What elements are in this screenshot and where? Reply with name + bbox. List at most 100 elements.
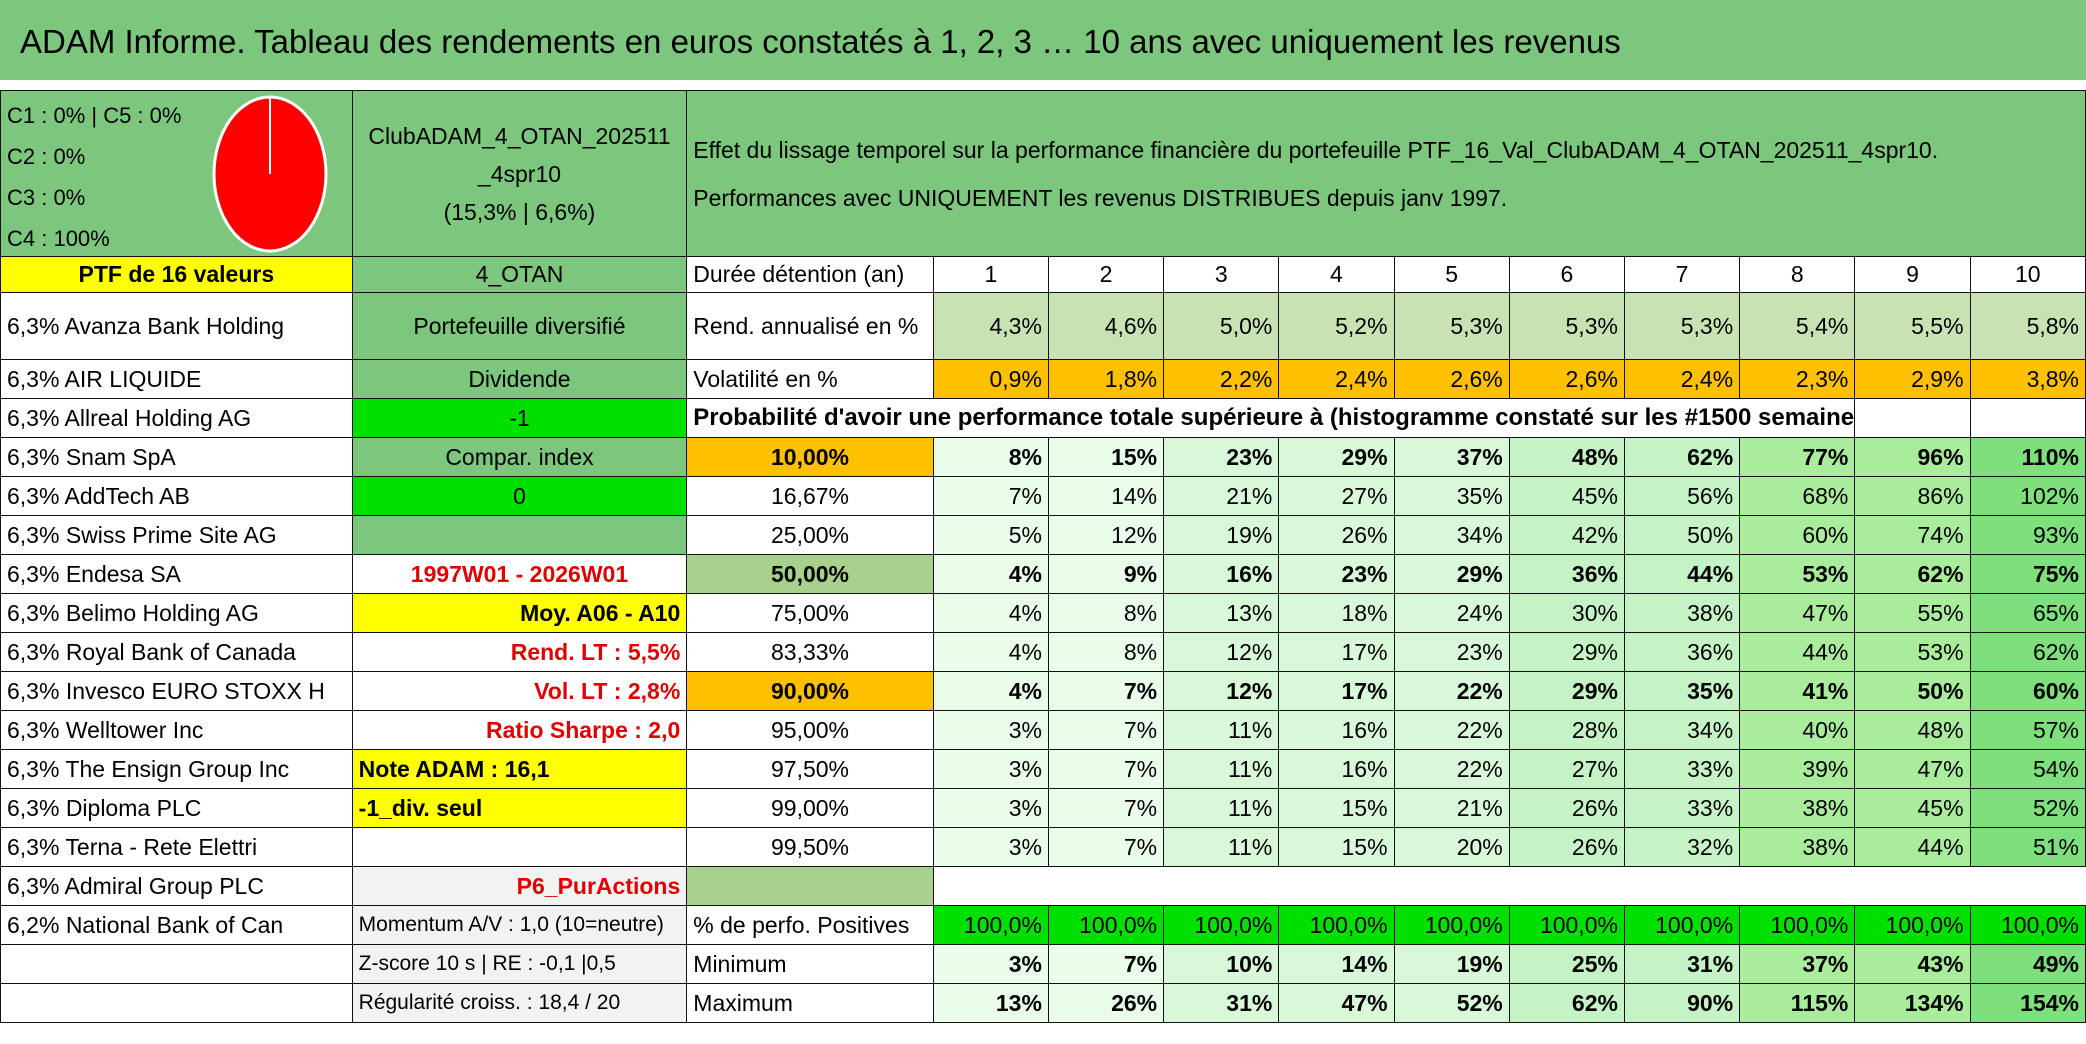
probability-value: 35% [1623, 671, 1741, 711]
probability-value: 38% [1623, 593, 1741, 633]
zscore: Z-score 10 s | RE : -0,1 |0,5 [351, 944, 688, 984]
vol-value: 2,4% [1278, 359, 1395, 399]
probability-value: 96% [1854, 437, 1971, 477]
legend-item-c2: C2 : 0% [7, 144, 86, 169]
probability-value: 11% [1163, 749, 1280, 789]
probability-value: 74% [1854, 515, 1971, 555]
probability-value: 33% [1623, 749, 1741, 789]
allocation-pie-chart [212, 95, 328, 253]
probability-value: 22% [1393, 710, 1510, 750]
year-header: 8 [1739, 256, 1856, 293]
probability-value: 14% [1047, 476, 1165, 516]
empty-info-cell [351, 827, 688, 867]
probability-value: 15% [1047, 437, 1165, 477]
rend-value: 5,3% [1508, 292, 1625, 360]
table-row: 6,3% Allreal Holding AG -1 Probabilité d'a… [0, 398, 2086, 438]
probability-value: 32% [1623, 827, 1741, 867]
probability-value: 75% [1969, 554, 2086, 594]
holding-name: 6,3% Endesa SA [0, 554, 353, 594]
positives-value: 100,0% [1854, 905, 1971, 945]
vol-label: Volatilité en % [686, 359, 934, 399]
probability-threshold: 99,00% [686, 788, 934, 828]
probability-value: 48% [1508, 437, 1625, 477]
vol-value: 2,3% [1739, 359, 1856, 399]
probability-value: 24% [1393, 593, 1510, 633]
club-name-line1: ClubADAM_4_OTAN_202511 [368, 122, 671, 149]
minimum-value: 31% [1623, 944, 1741, 984]
table-row: 6,3% Welltower Inc Ratio Sharpe : 2,0 95,0… [0, 710, 2086, 750]
vol-value: 2,6% [1393, 359, 1510, 399]
probability-value: 7% [1047, 671, 1165, 711]
table-row: 6,2% National Bank of Can Momentum A/V : … [0, 905, 2086, 945]
probability-value: 11% [1163, 788, 1280, 828]
purchase-label: P6_PurActions [351, 866, 688, 906]
minimum-value: 3% [932, 944, 1049, 984]
probability-value: 7% [1047, 788, 1165, 828]
club-name-cell: ClubADAM_4_OTAN_202511 _4spr10 (15,3% | … [351, 90, 688, 257]
probability-value: 29% [1508, 632, 1625, 672]
maximum-value: 154% [1969, 983, 2086, 1023]
probability-value: 36% [1508, 554, 1625, 594]
period: 1997W01 - 2026W01 [351, 554, 688, 594]
empty-cell [1854, 398, 1971, 438]
holding-name: 6,3% AddTech AB [0, 476, 353, 516]
table-row: 6,3% Admiral Group PLC P6_PurActions [0, 866, 2086, 906]
table-row: 6,3% Royal Bank of Canada Rend. LT : 5,5%… [0, 632, 2086, 672]
probability-value: 20% [1393, 827, 1510, 867]
probability-value: 53% [1854, 632, 1971, 672]
vol-value: 2,9% [1854, 359, 1971, 399]
probability-value: 3% [932, 710, 1049, 750]
maximum-value: 134% [1854, 983, 1971, 1023]
probability-value: 68% [1739, 476, 1856, 516]
probability-value: 29% [1278, 437, 1395, 477]
table-row: 6,3% The Ensign Group Inc Note ADAM : 16,… [0, 749, 2086, 789]
probability-value: 7% [1047, 749, 1165, 789]
rend-lt: Rend. LT : 5,5% [351, 632, 688, 672]
moy-label: Moy. A06 - A10 [351, 593, 688, 633]
minimum-value: 37% [1739, 944, 1856, 984]
probability-value: 11% [1163, 827, 1280, 867]
probability-threshold: 50,00% [686, 554, 934, 594]
probability-value: 50% [1623, 515, 1741, 555]
portfolio-code: 4_OTAN [351, 256, 688, 293]
maximum-value: 115% [1739, 983, 1856, 1023]
allocation-legend: C1 : 0% | C5 : 0% C2 : 0% C3 : 0% C4 : 1… [1, 92, 351, 256]
portfolio-type: Portefeuille diversifié [351, 292, 688, 360]
holding-name: 6,3% Diploma PLC [0, 788, 353, 828]
probability-value: 39% [1739, 749, 1856, 789]
rend-label: Rend. annualisé en % [686, 292, 934, 360]
probability-value: 47% [1739, 593, 1856, 633]
holding-name: 6,2% National Bank of Can [0, 905, 353, 945]
compar-value: 0 [351, 476, 688, 516]
probability-value: 50% [1854, 671, 1971, 711]
maximum-label: Maximum [686, 983, 934, 1023]
probability-value: 11% [1163, 710, 1280, 750]
year-header: 1 [932, 256, 1049, 293]
rend-value: 5,3% [1393, 292, 1510, 360]
probability-value: 23% [1278, 554, 1395, 594]
probability-value: 37% [1393, 437, 1510, 477]
duration-label: Durée détention (an) [686, 256, 934, 293]
legend-item-c4: C4 : 100% [7, 226, 110, 251]
rend-value: 5,2% [1278, 292, 1395, 360]
rend-value: 4,3% [932, 292, 1049, 360]
title-separator [0, 80, 2086, 90]
returns-table: C1 : 0% | C5 : 0% C2 : 0% C3 : 0% C4 : 1… [0, 90, 2086, 1023]
year-header: 5 [1393, 256, 1510, 293]
probability-value: 22% [1393, 749, 1510, 789]
maximum-value: 52% [1393, 983, 1510, 1023]
probability-value: 15% [1278, 788, 1395, 828]
probability-value: 16% [1278, 710, 1395, 750]
legend-item-c1-c5: C1 : 0% | C5 : 0% [7, 103, 182, 128]
probability-threshold: 99,50% [686, 827, 934, 867]
probability-value: 28% [1508, 710, 1625, 750]
allocation-cell: C1 : 0% | C5 : 0% C2 : 0% C3 : 0% C4 : 1… [0, 90, 353, 257]
holding-name: 6,3% Avanza Bank Holding [0, 292, 353, 360]
minimum-value: 14% [1278, 944, 1395, 984]
vol-value: 2,4% [1623, 359, 1741, 399]
year-header: 9 [1854, 256, 1971, 293]
empty-cell [933, 867, 2085, 906]
probability-value: 110% [1969, 437, 2086, 477]
minimum-value: 49% [1969, 944, 2086, 984]
probability-value: 30% [1508, 593, 1625, 633]
